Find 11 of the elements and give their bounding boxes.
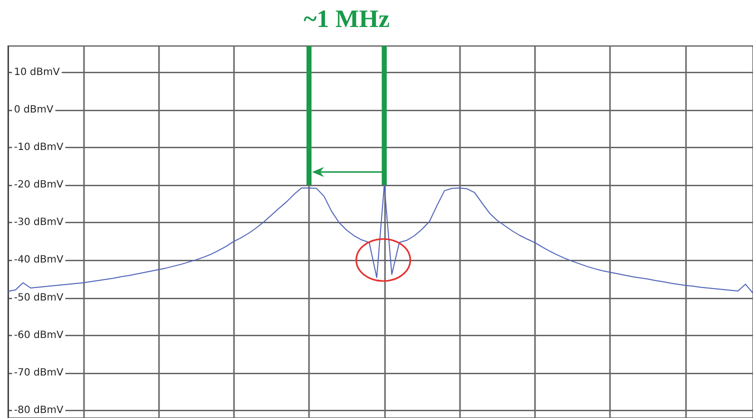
y-tick-label: -20 dBmV bbox=[14, 180, 64, 191]
y-tick-label: 10 dBmV bbox=[14, 66, 60, 78]
y-tick-label: -80 dBmV bbox=[14, 404, 64, 416]
y-tick-label: -10 dBmV bbox=[14, 142, 64, 153]
y-tick-label: 0 dBmV bbox=[14, 104, 54, 116]
text: ~1 MHz bbox=[304, 6, 390, 34]
y-tick-label: -70 dBmV bbox=[14, 367, 64, 378]
y-tick-label: -50 dBmV bbox=[14, 292, 64, 304]
y-tick-label: -60 dBmV bbox=[14, 330, 64, 341]
y-tick-label: -30 dBmV bbox=[14, 217, 64, 228]
y-tick-label: -40 dBmV bbox=[14, 254, 64, 266]
